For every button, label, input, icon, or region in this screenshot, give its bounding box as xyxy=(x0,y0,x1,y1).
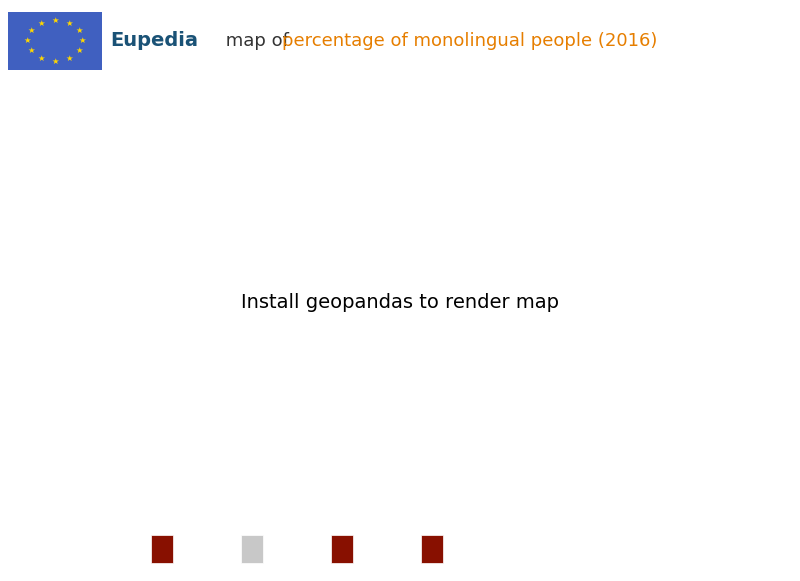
Text: Install geopandas to render map: Install geopandas to render map xyxy=(241,293,559,311)
Text: percentage of monolingual people (2016): percentage of monolingual people (2016) xyxy=(282,32,658,49)
Text: China: China xyxy=(357,543,392,555)
Text: USA: USA xyxy=(176,543,202,555)
Text: ★: ★ xyxy=(65,54,73,63)
FancyBboxPatch shape xyxy=(8,12,102,70)
Text: ★: ★ xyxy=(51,56,58,66)
Bar xyxy=(331,535,353,564)
Text: ★: ★ xyxy=(38,54,45,63)
Text: ★: ★ xyxy=(27,46,35,55)
Text: Japan: Japan xyxy=(446,543,482,555)
Text: ★: ★ xyxy=(51,16,58,25)
Text: ★: ★ xyxy=(38,19,45,27)
Text: ★: ★ xyxy=(24,36,31,45)
Text: ★: ★ xyxy=(78,36,86,45)
Text: map of: map of xyxy=(220,32,294,49)
Bar xyxy=(421,535,443,564)
Bar xyxy=(242,535,262,564)
Text: ★: ★ xyxy=(75,46,82,55)
Text: ★: ★ xyxy=(65,19,73,27)
Text: ★: ★ xyxy=(27,26,35,35)
Text: India: India xyxy=(266,543,297,555)
Text: ★: ★ xyxy=(75,26,82,35)
Text: Eupedia: Eupedia xyxy=(110,31,198,50)
Bar xyxy=(151,535,173,564)
